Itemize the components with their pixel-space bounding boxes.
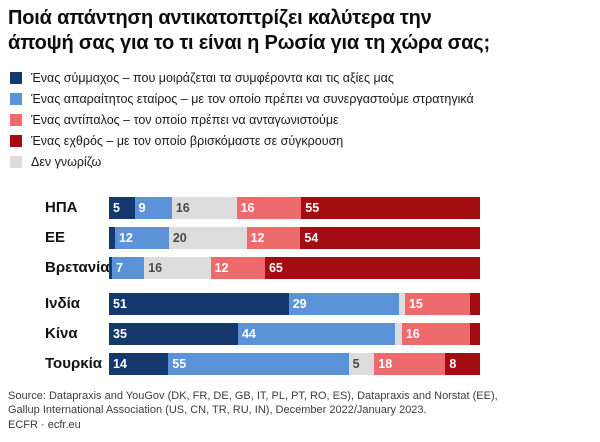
bar-segment-rival: 12 xyxy=(210,256,265,279)
bar-value-label: 5 xyxy=(113,200,120,215)
bar-value-label: 35 xyxy=(113,326,127,341)
bar-segment-ally: 35 xyxy=(109,322,238,345)
stacked-bar: 5 9 16 16 55 xyxy=(109,196,481,219)
chart-card: Ποιά απάντηση αντικατοπτρίζει καλύτερα τ… xyxy=(8,7,592,433)
bar-value-label: 51 xyxy=(113,296,127,311)
bar-segment-partner: 55 xyxy=(168,352,349,375)
bar-value-label: 12 xyxy=(118,230,133,245)
bar-segment-rival: 12 xyxy=(246,226,301,249)
chart-row-4: Ινδία 51 29 15 xyxy=(8,292,592,315)
bar-segment-partner: 7 xyxy=(112,256,145,279)
bar-value-label: 29 xyxy=(292,296,307,311)
bar-value-label: 16 xyxy=(175,200,190,215)
source-line-2: Gallup International Association (US, CN… xyxy=(8,404,427,417)
legend-swatch-enemy xyxy=(10,135,22,148)
bar-value-label: 55 xyxy=(305,200,320,215)
bar-value-label: 16 xyxy=(240,200,255,215)
stacked-bar: 35 44 16 xyxy=(109,322,480,345)
bar-segment-dont_know xyxy=(398,292,405,315)
bar-value-label: 9 xyxy=(138,200,146,215)
bar-value-label: 7 xyxy=(116,260,123,275)
bar-value-label: 44 xyxy=(241,326,256,341)
bar-segment-dont_know: 20 xyxy=(168,226,247,249)
legend-label-partner: Ένας απαραίτητος εταίρος – με τον οποίο … xyxy=(31,92,474,107)
stacked-bar: 51 29 15 xyxy=(109,292,480,315)
legend-label-ally: Ένας σύμμαχος – που μοιράζεται τα συμφέρ… xyxy=(31,71,394,86)
legend-swatch-rival xyxy=(10,114,22,127)
bar-value-label: 18 xyxy=(378,356,393,371)
bar-value-label: 54 xyxy=(304,230,319,245)
bar-segment-rival: 16 xyxy=(236,196,302,219)
chart-title: Ποιά απάντηση αντικατοπτρίζει καλύτερα τ… xyxy=(8,7,490,55)
legend-label-dont_know: Δεν γνωρίζω xyxy=(31,155,102,170)
bar-value-label: 5 xyxy=(352,356,360,371)
source-line-1: Source: Datapraxis and YouGov (DK, FR, D… xyxy=(8,389,498,402)
bar-segment-partner: 44 xyxy=(237,322,396,345)
bar-value-label: 8 xyxy=(449,356,457,371)
bar-segment-dont_know: 16 xyxy=(171,196,237,219)
bar-value-label: 65 xyxy=(268,260,283,275)
bar-segment-enemy xyxy=(470,292,480,315)
bar-value-label: 14 xyxy=(113,356,127,371)
legend-item-enemy: Ένας εχθρός – με τον οποίο βρισκόμαστε σ… xyxy=(10,131,592,152)
bar-value-label: 12 xyxy=(214,260,229,275)
chart-row-5: Κίνα 35 44 16 xyxy=(8,322,592,345)
legend-label-enemy: Ένας εχθρός – με τον οποίο βρισκόμαστε σ… xyxy=(31,134,344,149)
bar-segment-partner: 9 xyxy=(134,196,172,219)
bar-segment-ally xyxy=(109,226,115,249)
chart-row-3: Βρετανία 7 16 12 65 xyxy=(8,256,592,279)
stacked-bar: 14 55 5 18 8 xyxy=(109,352,480,375)
bar-segment-dont_know: 5 xyxy=(348,352,375,375)
bar-segment-ally xyxy=(109,256,113,279)
stacked-bar: 7 16 12 65 xyxy=(109,256,480,279)
chart-row-1: ΗΠΑ 5 9 16 16 55 xyxy=(8,196,592,219)
legend-swatch-ally xyxy=(10,72,22,85)
bar-segment-rival: 15 xyxy=(404,292,471,315)
legend-label-rival: Ένας αντίπαλος – τον οποίο πρέπει να αντ… xyxy=(31,113,339,128)
legend-item-rival: Ένας αντίπαλος – τον οποίο πρέπει να αντ… xyxy=(10,110,592,131)
bar-value-label: 16 xyxy=(148,260,163,275)
bar-value-label: 55 xyxy=(172,356,187,371)
bar-segment-rival: 18 xyxy=(374,352,446,375)
stacked-bar: 12 20 12 54 xyxy=(109,226,480,249)
bar-segment-enemy: 65 xyxy=(264,256,480,279)
bar-segment-ally: 14 xyxy=(109,352,169,375)
chart-row-2: ΕΕ 12 20 12 54 xyxy=(8,226,592,249)
legend-item-ally: Ένας σύμμαχος – που μοιράζεται τα συμφέρ… xyxy=(10,68,592,89)
bar-segment-partner: 12 xyxy=(114,226,169,249)
legend-item-dont_know: Δεν γνωρίζω xyxy=(10,152,592,173)
bar-segment-dont_know xyxy=(395,322,402,345)
bar-segment-ally: 51 xyxy=(109,292,289,315)
bar-segment-enemy: 54 xyxy=(300,226,480,249)
category-label: ΗΠΑ xyxy=(45,199,78,217)
bar-segment-partner: 29 xyxy=(288,292,399,315)
legend-swatch-dont_know xyxy=(10,156,22,169)
chart: ΗΠΑ 5 9 16 16 55 ΕΕ 12 20 12 54 Βρετανία 7 16 12 65 Ινδί… xyxy=(8,196,592,375)
chart-row-6: Τουρκία 14 55 5 18 8 xyxy=(8,352,592,375)
bar-segment-dont_know: 16 xyxy=(144,256,211,279)
legend-item-partner: Ένας απαραίτητος εταίρος – με τον οποίο … xyxy=(10,89,592,110)
bar-value-label: 20 xyxy=(172,230,187,245)
category-label: Τουρκία xyxy=(45,355,102,373)
source-line-3: ECFR · ecfr.eu xyxy=(8,418,81,431)
bar-segment-enemy: 55 xyxy=(301,196,481,219)
bar-value-label: 12 xyxy=(250,230,265,245)
category-label: Ινδία xyxy=(45,295,80,313)
legend-swatch-partner xyxy=(10,93,22,106)
category-label: Κίνα xyxy=(45,325,78,343)
bar-segment-enemy xyxy=(470,322,480,345)
legend: Ένας σύμμαχος – που μοιράζεται τα συμφέρ… xyxy=(10,68,592,173)
bar-value-label: 16 xyxy=(405,326,420,341)
source-note: Source: Datapraxis and YouGov (DK, FR, D… xyxy=(8,389,592,433)
bar-segment-rival: 16 xyxy=(401,322,471,345)
category-label: ΕΕ xyxy=(45,229,66,247)
category-label: Βρετανία xyxy=(45,259,110,277)
bar-segment-ally: 5 xyxy=(109,196,135,219)
bar-segment-enemy: 8 xyxy=(445,352,480,375)
bar-value-label: 15 xyxy=(408,296,423,311)
